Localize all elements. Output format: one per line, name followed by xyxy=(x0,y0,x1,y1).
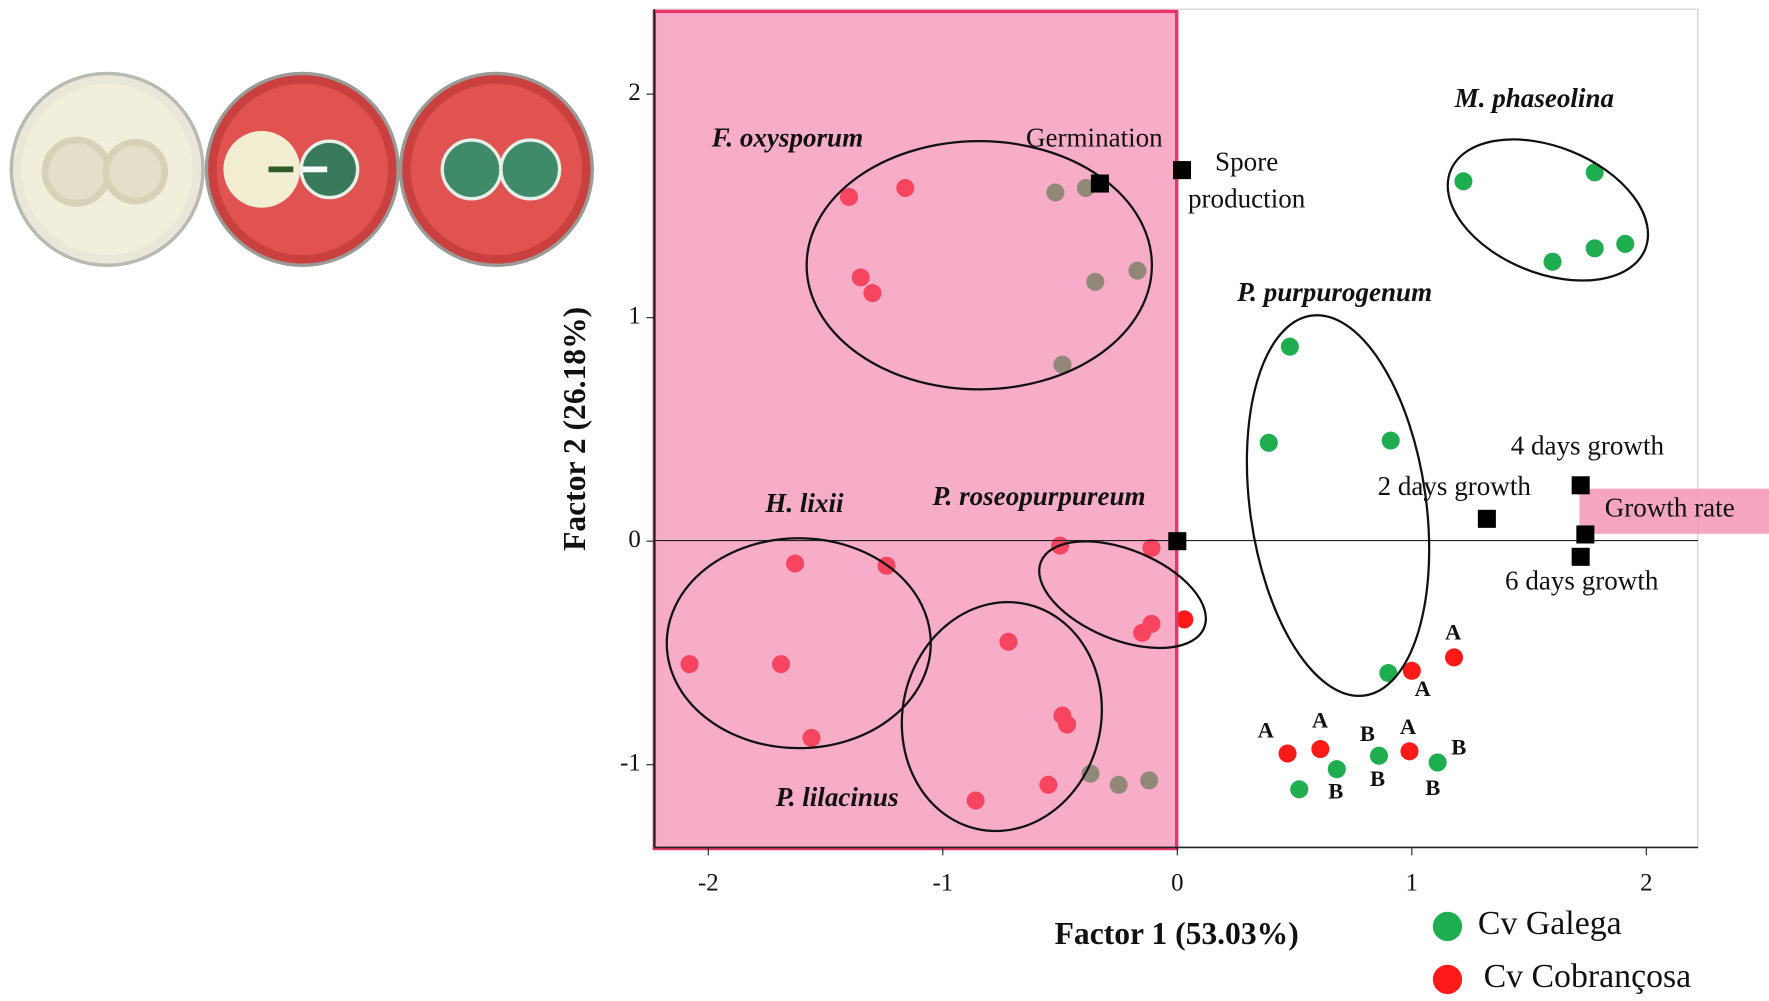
point xyxy=(1586,239,1604,257)
x-tick-label: 0 xyxy=(1171,869,1183,896)
y-axis-label: Factor 2 (26.18%) xyxy=(557,307,592,551)
y-tick-label: 0 xyxy=(628,526,640,553)
group-ellipse xyxy=(1224,303,1452,707)
figure: F. oxysporum M. phaseolina P. purpurogen… xyxy=(0,0,1769,1001)
group-label: P. lilacinus xyxy=(775,782,899,812)
annotation: B xyxy=(1451,734,1466,759)
x-tick-label: 1 xyxy=(1406,869,1418,896)
x-tick-label: 2 xyxy=(1640,869,1652,896)
annotation: A xyxy=(1312,707,1329,732)
variable-marker xyxy=(1173,161,1191,179)
annotation: A xyxy=(1445,619,1462,644)
legend-label: Cv Cobrançosa xyxy=(1484,958,1692,995)
group-label: M. phaseolina xyxy=(1454,83,1614,113)
variable-label: Germination xyxy=(1026,122,1163,152)
page: {"chart_data": { "type": "scatter", "xla… xyxy=(0,0,1769,1001)
variable-marker xyxy=(1576,525,1594,543)
legend-swatch xyxy=(1433,912,1462,941)
point xyxy=(1400,742,1418,760)
point xyxy=(1544,253,1562,271)
point xyxy=(1311,740,1329,758)
y-tick-label: 2 xyxy=(628,79,640,106)
variable-label-box: Spore production xyxy=(1173,145,1331,224)
annotation: A xyxy=(1400,714,1417,739)
point xyxy=(1445,648,1463,666)
variable-label: Growth rate xyxy=(1605,492,1735,522)
variable-marker xyxy=(1091,175,1109,193)
variable-label: 4 days growth xyxy=(1511,430,1665,460)
group-label: P. purpurogenum xyxy=(1236,277,1432,307)
legend-label: Cv Galega xyxy=(1478,905,1622,942)
point xyxy=(1328,760,1346,778)
group-label: F. oxysporum xyxy=(711,122,863,152)
variable-label: 2 days growth xyxy=(1378,471,1532,501)
variable-marker xyxy=(1572,476,1590,494)
y-tick-label: -1 xyxy=(620,749,641,776)
point xyxy=(1370,747,1388,765)
annotation: B xyxy=(1425,775,1440,800)
point xyxy=(1382,432,1400,450)
point xyxy=(1279,745,1297,763)
variable-marker xyxy=(1168,532,1186,550)
y-tick-label: 1 xyxy=(628,302,640,329)
legend-swatch xyxy=(1433,965,1462,994)
petri-dishes xyxy=(11,73,592,265)
point xyxy=(1454,172,1472,190)
annotation: A xyxy=(1258,718,1275,743)
annotation: B xyxy=(1328,778,1343,803)
x-tick-label: -2 xyxy=(698,869,719,896)
x-tick-label: -1 xyxy=(932,869,953,896)
group-label: P. roseopurpureum xyxy=(932,481,1146,511)
x-axis-label: Factor 1 (53.03%) xyxy=(1055,916,1299,951)
group-ellipse xyxy=(1427,112,1669,308)
point xyxy=(1260,434,1278,452)
variable-label: 6 days growth xyxy=(1505,566,1659,596)
variable-label: Spore production xyxy=(1173,145,1320,219)
annotation: B xyxy=(1370,766,1385,791)
point xyxy=(1281,338,1299,356)
point xyxy=(1429,753,1447,771)
variable-marker xyxy=(1478,510,1496,528)
point xyxy=(1616,235,1634,253)
variable-marker xyxy=(1572,548,1590,566)
point xyxy=(1290,780,1308,798)
annotation: B xyxy=(1360,721,1375,746)
group-label: H. lixii xyxy=(764,488,844,518)
annotation: A xyxy=(1414,676,1431,701)
